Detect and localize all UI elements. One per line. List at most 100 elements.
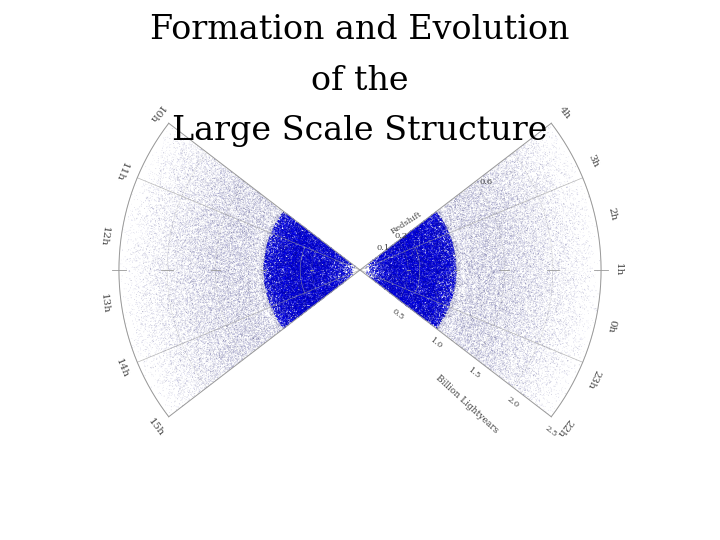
- Point: [446, 241, 457, 250]
- Point: [259, 252, 271, 261]
- Point: [500, 301, 511, 310]
- Point: [433, 258, 445, 267]
- Point: [563, 254, 575, 262]
- Point: [402, 286, 413, 295]
- Point: [288, 216, 300, 225]
- Point: [330, 265, 341, 273]
- Point: [477, 191, 489, 200]
- Point: [387, 278, 399, 287]
- Point: [409, 265, 420, 273]
- Point: [148, 225, 160, 233]
- Point: [459, 303, 471, 312]
- Point: [142, 313, 153, 321]
- Point: [247, 259, 258, 268]
- Point: [535, 304, 546, 313]
- Point: [474, 294, 485, 303]
- Point: [421, 298, 433, 306]
- Point: [259, 231, 271, 239]
- Point: [438, 282, 449, 291]
- Point: [485, 350, 497, 359]
- Point: [220, 325, 232, 333]
- Point: [339, 261, 351, 270]
- Point: [377, 265, 388, 273]
- Point: [545, 305, 557, 313]
- Point: [443, 205, 454, 213]
- Point: [529, 253, 541, 261]
- Point: [199, 240, 210, 249]
- Point: [139, 229, 150, 238]
- Point: [436, 298, 447, 307]
- Point: [190, 318, 202, 326]
- Point: [384, 273, 395, 282]
- Point: [166, 236, 178, 245]
- Point: [220, 237, 231, 245]
- Point: [547, 329, 559, 338]
- Point: [272, 230, 284, 238]
- Point: [432, 238, 444, 247]
- Point: [276, 223, 287, 232]
- Point: [380, 270, 392, 279]
- Point: [482, 170, 493, 179]
- Point: [548, 177, 559, 185]
- Point: [380, 259, 392, 267]
- Point: [294, 236, 306, 245]
- Point: [237, 243, 248, 252]
- Point: [192, 154, 204, 163]
- Point: [206, 210, 217, 218]
- Point: [395, 280, 406, 289]
- Point: [453, 309, 464, 318]
- Point: [251, 332, 262, 341]
- Point: [529, 200, 541, 209]
- Point: [497, 294, 508, 302]
- Point: [510, 355, 521, 364]
- Point: [418, 281, 430, 289]
- Point: [443, 276, 454, 285]
- Point: [455, 244, 467, 253]
- Point: [526, 388, 537, 397]
- Point: [484, 228, 495, 237]
- Point: [415, 277, 427, 286]
- Point: [276, 256, 288, 265]
- Point: [140, 299, 152, 308]
- Point: [493, 251, 505, 260]
- Point: [504, 299, 516, 308]
- Point: [531, 203, 543, 212]
- Point: [299, 254, 310, 262]
- Point: [428, 259, 440, 268]
- Point: [228, 231, 239, 239]
- Point: [269, 251, 281, 260]
- Point: [462, 215, 474, 224]
- Point: [555, 188, 567, 197]
- Point: [279, 274, 291, 283]
- Point: [377, 255, 389, 264]
- Point: [443, 236, 454, 245]
- Point: [469, 332, 480, 340]
- Point: [446, 212, 457, 220]
- Point: [419, 253, 431, 261]
- Point: [485, 262, 496, 271]
- Point: [395, 281, 407, 289]
- Point: [418, 234, 429, 243]
- Point: [154, 370, 166, 379]
- Point: [189, 216, 201, 225]
- Point: [297, 298, 309, 307]
- Point: [182, 264, 194, 272]
- Point: [158, 268, 169, 277]
- Point: [262, 280, 274, 288]
- Point: [264, 235, 275, 244]
- Point: [229, 296, 240, 305]
- Point: [190, 284, 202, 293]
- Point: [290, 221, 302, 230]
- Point: [474, 344, 485, 353]
- Point: [215, 205, 227, 213]
- Point: [444, 232, 455, 240]
- Point: [236, 254, 248, 263]
- Point: [479, 314, 490, 323]
- Point: [205, 212, 217, 220]
- Point: [426, 280, 438, 289]
- Point: [504, 191, 516, 200]
- Point: [547, 165, 559, 174]
- Point: [292, 225, 303, 234]
- Point: [436, 206, 447, 215]
- Point: [498, 275, 510, 284]
